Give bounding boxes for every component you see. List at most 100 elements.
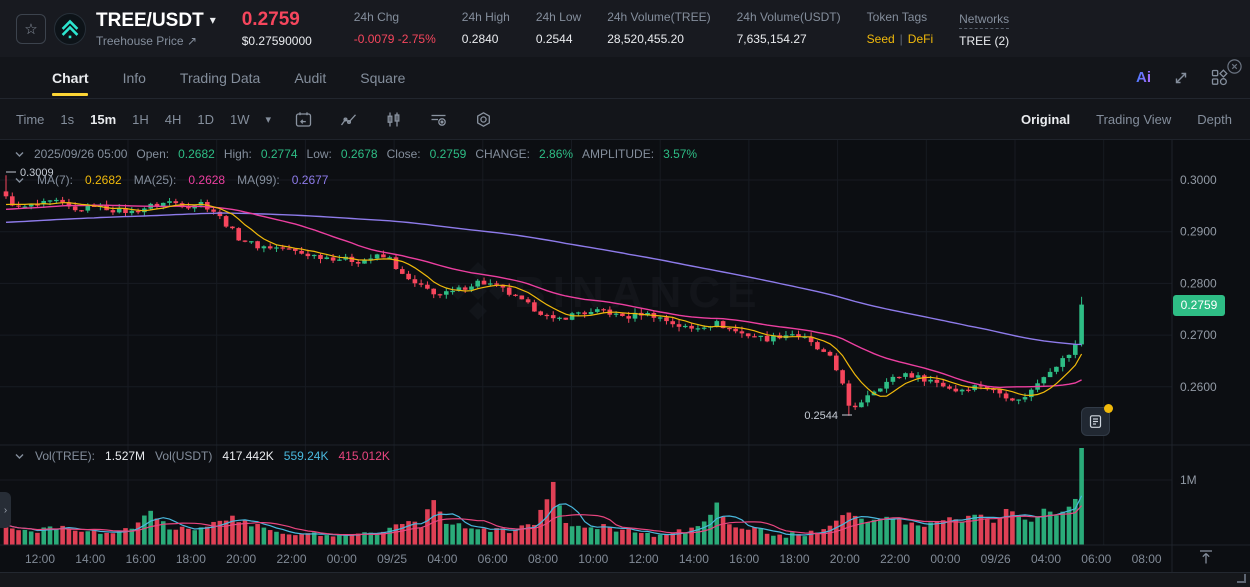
- interval-1d[interactable]: 1D: [197, 111, 215, 127]
- view-trading-view[interactable]: Trading View: [1096, 111, 1172, 127]
- stat-networks: Networks TREE (2): [959, 10, 1010, 48]
- tag-separator: |: [899, 31, 903, 46]
- interval-1w[interactable]: 1W: [230, 111, 250, 127]
- treehouse-icon: [61, 19, 79, 38]
- open-value: 0.2682: [178, 147, 215, 161]
- tab-chart[interactable]: Chart: [52, 57, 89, 99]
- stat-24h-high: 24h High 0.2840: [461, 9, 510, 46]
- tag-defi[interactable]: DeFi: [907, 31, 934, 46]
- svg-text:14:00: 14:00: [679, 552, 709, 566]
- jump-to-date-icon[interactable]: [295, 111, 312, 128]
- interval-1s[interactable]: 1s: [60, 111, 75, 127]
- last-price-badge: 0.2759: [1173, 295, 1225, 316]
- change-label: CHANGE:: [475, 147, 531, 161]
- volume-readout: Vol(TREE): 1.527M Vol(USDT) 417.442K 559.2…: [14, 449, 390, 463]
- vol-ma-fast-value: 559.24K: [283, 449, 329, 463]
- vol-tree-label: Vol(TREE):: [35, 449, 96, 463]
- svg-text:10:00: 10:00: [578, 552, 608, 566]
- svg-text:12:00: 12:00: [629, 552, 659, 566]
- svg-text:16:00: 16:00: [126, 552, 156, 566]
- svg-text:00:00: 00:00: [930, 552, 960, 566]
- svg-text:18:00: 18:00: [779, 552, 809, 566]
- close-panel-icon[interactable]: [1226, 58, 1243, 75]
- candle-datetime: 2025/09/26 05:00: [34, 147, 128, 161]
- change-value: 2.86%: [539, 147, 574, 161]
- view-original[interactable]: Original: [1021, 111, 1071, 127]
- pair-dropdown-caret[interactable]: ▾: [209, 12, 216, 27]
- chart-settings-gear-icon[interactable]: [475, 111, 492, 128]
- widgets-grid-icon[interactable]: [1211, 69, 1228, 86]
- pair-title-block: TREE/USDT ▾ Treehouse Price ↗: [96, 10, 216, 48]
- view-depth[interactable]: Depth: [1197, 111, 1232, 127]
- vol-usdt-value: 417.442K: [222, 449, 274, 463]
- svg-text:0.2544: 0.2544: [804, 410, 838, 422]
- networks-label[interactable]: Networks: [959, 12, 1010, 29]
- ma25-value: 0.2628: [188, 173, 226, 187]
- last-price: 0.2759: [241, 8, 300, 30]
- favorite-button[interactable]: ☆: [16, 13, 46, 44]
- resize-corner-icon[interactable]: [1237, 574, 1246, 583]
- svg-text:09/26: 09/26: [981, 552, 1011, 566]
- bottom-strip: [0, 572, 1250, 587]
- interval-4h[interactable]: 4H: [164, 111, 182, 127]
- interval-dropdown-caret[interactable]: ▾: [265, 113, 272, 126]
- tab-trading-data[interactable]: Trading Data: [179, 69, 261, 86]
- svg-text:0.3000: 0.3000: [1180, 173, 1217, 187]
- svg-text:08:00: 08:00: [1132, 552, 1162, 566]
- vol-ma-slow-value: 415.012K: [338, 449, 390, 463]
- auto-scale-icon[interactable]: [1196, 547, 1216, 567]
- tag-seed[interactable]: Seed: [866, 31, 895, 46]
- ai-assistant-button[interactable]: Ai: [1136, 69, 1151, 86]
- collapse-chevron-icon[interactable]: [14, 175, 25, 186]
- tab-audit[interactable]: Audit: [294, 69, 327, 86]
- token-price-label: Treehouse Price: [96, 33, 184, 48]
- chart-toolbar: Time 1s 15m 1H 4H 1D 1W ▾: [0, 99, 1250, 140]
- page-tabbar: Chart Info Trading Data Audit Square Ai: [0, 57, 1250, 99]
- svg-text:12:00: 12:00: [25, 552, 55, 566]
- close-value: 0.2759: [429, 147, 467, 161]
- open-label: Open:: [136, 147, 170, 161]
- svg-text:22:00: 22:00: [276, 552, 306, 566]
- interval-1h[interactable]: 1H: [132, 111, 149, 127]
- tab-square[interactable]: Square: [360, 69, 406, 86]
- indicators-icon[interactable]: [430, 111, 447, 128]
- ticker-stats: 24h Chg -0.0079 -2.75% 24h High 0.2840 2…: [353, 9, 1010, 48]
- token-logo: [54, 12, 86, 45]
- candlestick-icon[interactable]: [385, 111, 402, 128]
- ma7-label: MA(7):: [37, 173, 73, 187]
- svg-text:16:00: 16:00: [729, 552, 759, 566]
- symbol-header: ☆ TREE/USDT ▾ Treehouse Price ↗ 0.2759 $0…: [0, 0, 1250, 57]
- low-value: 0.2678: [340, 147, 378, 161]
- ma-readout: MA(7): 0.2682 MA(25): 0.2628 MA(99): 0.2677: [14, 173, 328, 187]
- ma7-value: 0.2682: [85, 173, 122, 187]
- notification-dot: [1104, 404, 1113, 413]
- amplitude-value: 3.57%: [663, 147, 698, 161]
- svg-text:14:00: 14:00: [75, 552, 105, 566]
- svg-text:0.2900: 0.2900: [1180, 225, 1217, 239]
- networks-value: TREE (2): [959, 33, 1010, 48]
- pair-title[interactable]: TREE/USDT: [96, 9, 204, 31]
- fullscreen-expand-icon[interactable]: [1173, 70, 1189, 86]
- svg-text:0.2700: 0.2700: [1180, 328, 1217, 342]
- news-feed-button[interactable]: [1081, 404, 1113, 436]
- svg-text:0.2600: 0.2600: [1180, 380, 1217, 394]
- collapse-chevron-icon[interactable]: [14, 149, 25, 160]
- svg-text:20:00: 20:00: [830, 552, 860, 566]
- panel-expand-handle[interactable]: ›: [0, 492, 11, 528]
- ohlc-readout: 2025/09/26 05:00 Open: 0.2682 High: 0.2774…: [14, 147, 697, 161]
- svg-text:06:00: 06:00: [1081, 552, 1111, 566]
- price-block: 0.2759 $0.27590000: [241, 8, 328, 48]
- stat-24h-chg: 24h Chg -0.0079 -2.75%: [353, 9, 436, 46]
- low-label: Low:: [306, 147, 332, 161]
- svg-text:0.2800: 0.2800: [1180, 276, 1217, 290]
- stat-24h-volume-usdt: 24h Volume(USDT) 7,635,154.27: [736, 9, 841, 46]
- token-price-link[interactable]: Treehouse Price ↗: [96, 34, 216, 48]
- vol-usdt-label: Vol(USDT): [155, 449, 213, 463]
- chart-style-icon[interactable]: [340, 111, 357, 128]
- collapse-chevron-icon[interactable]: [14, 451, 25, 462]
- svg-text:20:00: 20:00: [226, 552, 256, 566]
- tab-info[interactable]: Info: [122, 69, 146, 86]
- interval-15m[interactable]: 15m: [90, 111, 117, 127]
- usd-price: $0.27590000: [241, 33, 312, 48]
